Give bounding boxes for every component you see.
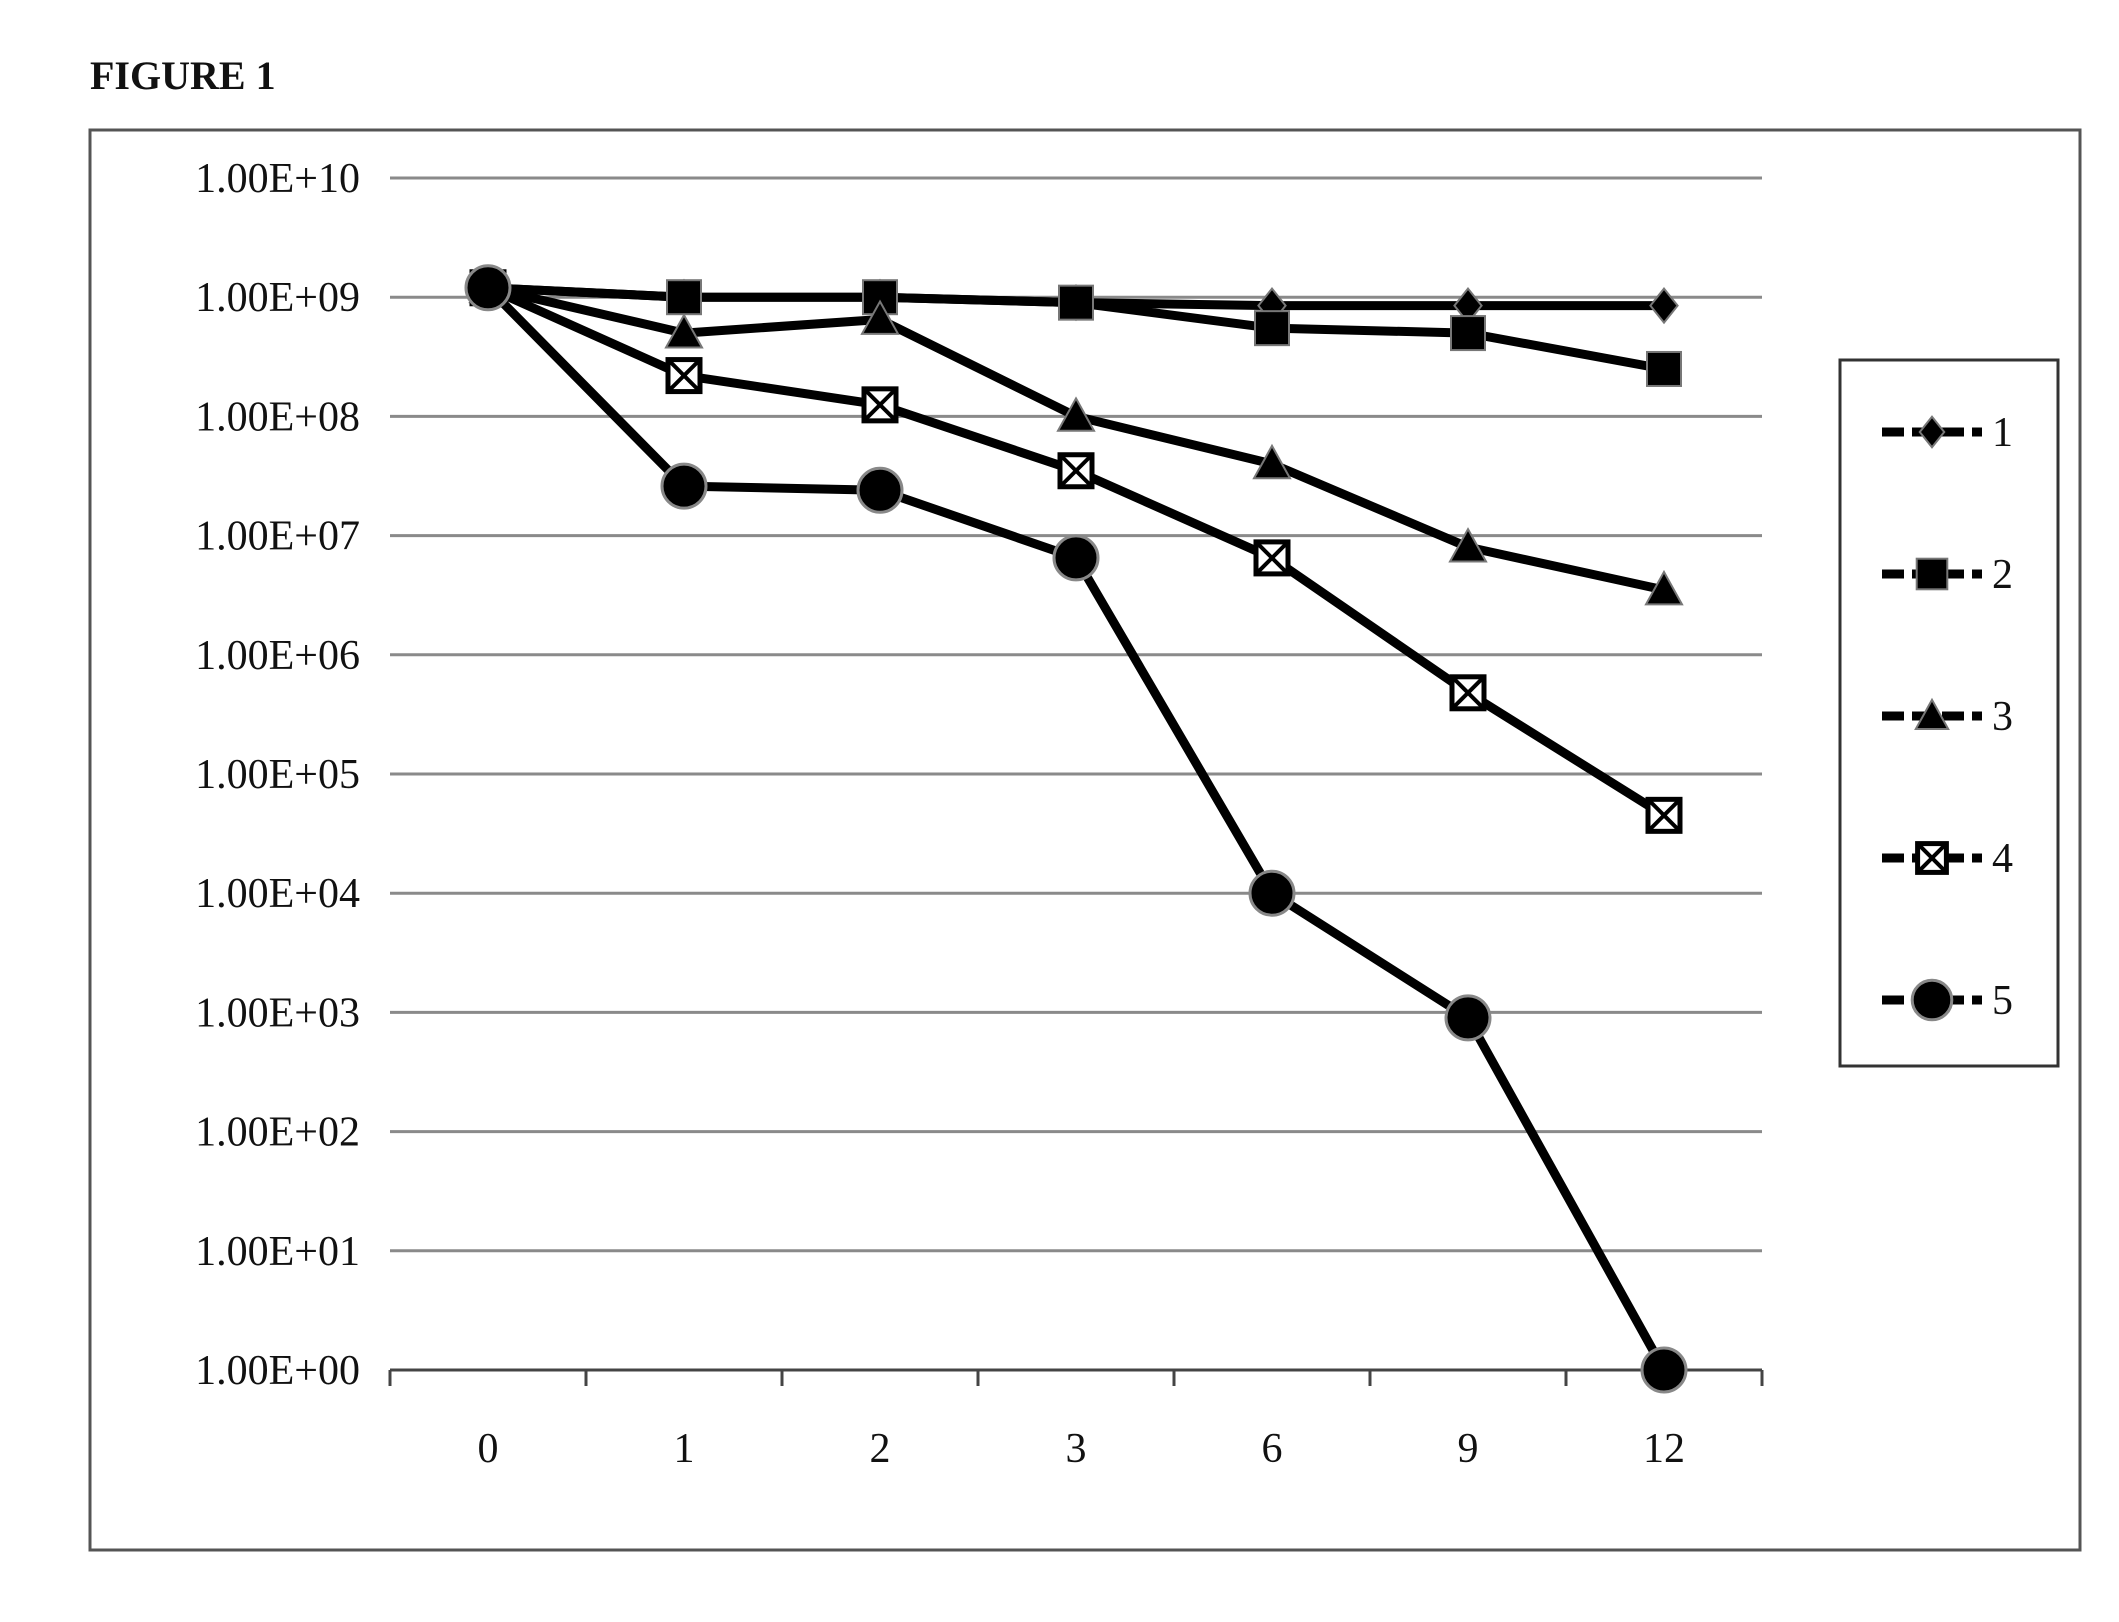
y-tick-label: 1.00E+09: [195, 275, 360, 321]
x-tick-label: 1: [674, 1426, 695, 1472]
series-5-point: [858, 468, 902, 512]
legend-label-1: 1: [1992, 410, 2013, 456]
series-4-point: [668, 360, 700, 392]
x-tick-label: 6: [1262, 1426, 1283, 1472]
y-tick-label: 1.00E+05: [195, 752, 360, 798]
y-tick-label: 1.00E+02: [195, 1110, 360, 1156]
series-4-point: [1452, 677, 1484, 709]
y-tick-label: 1.00E+07: [195, 514, 360, 560]
series-2-point: [1451, 316, 1485, 350]
legend-marker-4: [1918, 844, 1947, 873]
y-tick-label: 1.00E+04: [195, 871, 360, 917]
legend: 1 2 3 4 5: [1840, 360, 2058, 1066]
legend-marker-5: [1912, 980, 1952, 1020]
y-tick-label: 1.00E+06: [195, 633, 360, 679]
series-4-point: [864, 389, 896, 421]
series-2-point: [1059, 286, 1093, 320]
series-5-point: [466, 266, 510, 310]
series-4-point: [1648, 799, 1680, 831]
series-5-point: [662, 464, 706, 508]
legend-label-4: 4: [1992, 836, 2013, 882]
x-tick-label: 3: [1066, 1426, 1087, 1472]
x-tick-label: 0: [478, 1426, 499, 1472]
series-2-point: [667, 280, 701, 314]
y-tick-label: 1.00E+08: [195, 394, 360, 440]
series-4-point: [1256, 542, 1288, 574]
series-5-point: [1642, 1348, 1686, 1392]
legend-marker-2: [1917, 559, 1948, 590]
series-5-point: [1054, 536, 1098, 580]
x-tick-label: 9: [1458, 1426, 1479, 1472]
x-tick-label: 2: [870, 1426, 891, 1472]
series-2-point: [1255, 311, 1289, 345]
chart-frame: [90, 130, 2080, 1550]
series-5-point: [1250, 871, 1294, 915]
legend-label-5: 5: [1992, 978, 2013, 1024]
series-5-point: [1446, 996, 1490, 1040]
y-tick-label: 1.00E+10: [195, 156, 360, 202]
legend-label-3: 3: [1992, 694, 2013, 740]
series-4-point: [1060, 455, 1092, 487]
y-tick-label: 1.00E+00: [195, 1348, 360, 1394]
y-tick-label: 1.00E+03: [195, 990, 360, 1036]
y-tick-label: 1.00E+01: [195, 1229, 360, 1275]
series-2-point: [1647, 352, 1681, 386]
x-tick-label: 12: [1643, 1426, 1685, 1472]
legend-label-2: 2: [1992, 552, 2013, 598]
